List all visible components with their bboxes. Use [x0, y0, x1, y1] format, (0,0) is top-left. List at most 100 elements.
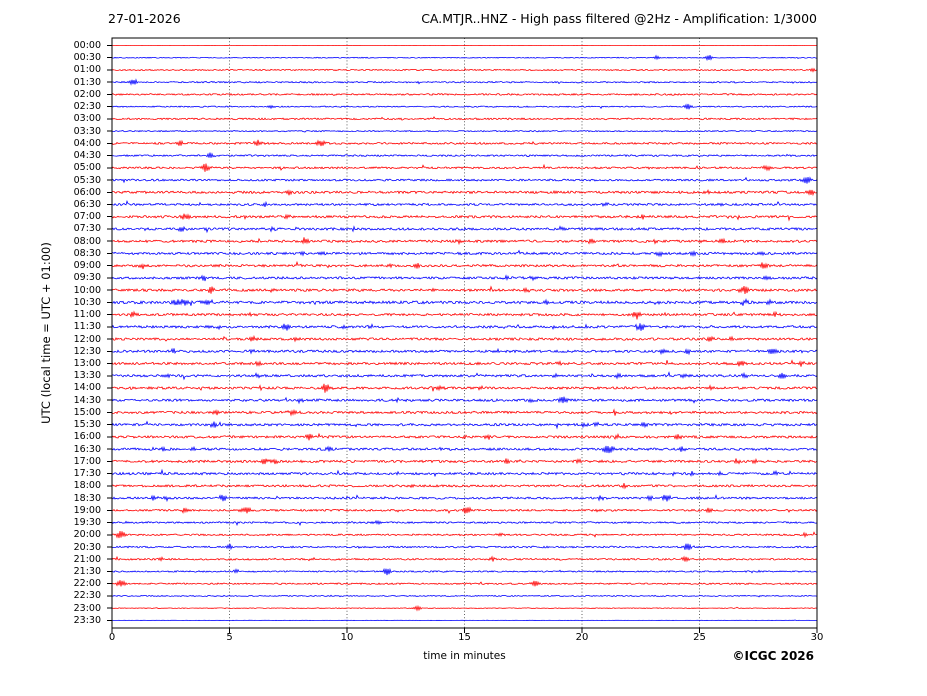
y-tick-label-05:30: 05:30: [73, 174, 101, 186]
y-tick-label-17:00: 17:00: [73, 455, 101, 467]
trace-01:30: [111, 78, 818, 86]
y-tick-label-18:30: 18:30: [73, 492, 101, 504]
x-axis-label: time in minutes: [423, 650, 506, 662]
y-tick-label-21:30: 21:30: [73, 565, 101, 577]
y-tick-label-22:30: 22:30: [73, 590, 101, 602]
y-tick-label-08:30: 08:30: [73, 247, 101, 259]
trace-01:00: [111, 67, 818, 73]
trace-13:30: [111, 371, 818, 381]
trace-09:30: [111, 274, 818, 282]
plot-title: CA.MTJR..HNZ - High pass filtered @2Hz -…: [421, 11, 817, 26]
trace-22:30: [111, 594, 818, 598]
trace-22:00: [111, 579, 818, 587]
trace-21:30: [111, 567, 817, 576]
trace-15:00: [111, 408, 818, 417]
trace-17:30: [111, 468, 818, 478]
y-tick-label-14:00: 14:00: [73, 382, 101, 394]
y-tick-label-09:00: 09:00: [73, 260, 101, 272]
y-tick-label-06:00: 06:00: [73, 186, 101, 198]
trace-12:30: [111, 347, 818, 356]
y-tick-label-19:00: 19:00: [73, 504, 101, 516]
y-tick-label-12:00: 12:00: [73, 333, 101, 345]
trace-20:30: [111, 543, 818, 551]
x-tick-label-5: 5: [226, 632, 233, 643]
trace-03:00: [111, 116, 818, 121]
y-tick-label-16:30: 16:30: [73, 443, 101, 455]
plot-border: [111, 37, 818, 629]
trace-02:00: [111, 92, 818, 97]
trace-08:30: [112, 249, 818, 258]
x-tick-label-20: 20: [575, 632, 589, 643]
y-axis-label: UTC (local time = UTC + 01:00): [39, 242, 53, 424]
trace-20:00: [111, 531, 817, 539]
y-tick-label-11:00: 11:00: [73, 309, 101, 321]
y-tick-label-11:30: 11:30: [73, 321, 101, 333]
trace-09:00: [111, 260, 818, 270]
y-tick-label-05:00: 05:00: [73, 162, 101, 174]
y-tick-label-03:30: 03:30: [73, 125, 101, 137]
y-tick-label-23:00: 23:00: [73, 602, 101, 614]
x-tick-label-0: 0: [108, 632, 116, 643]
y-tick-label-03:00: 03:00: [73, 113, 101, 125]
y-tick-label-12:30: 12:30: [73, 345, 101, 357]
trace-05:30: [111, 176, 818, 184]
y-tick-label-18:00: 18:00: [73, 480, 101, 492]
y-tick-label-10:00: 10:00: [73, 284, 101, 296]
trace-10:00: [111, 285, 818, 294]
y-tick-label-14:30: 14:30: [73, 394, 101, 406]
trace-03:30: [111, 130, 818, 133]
y-tick-label-07:30: 07:30: [73, 223, 101, 235]
y-tick-label-16:00: 16:00: [73, 431, 101, 443]
trace-16:30: [111, 445, 818, 454]
y-tick-label-15:30: 15:30: [73, 419, 101, 431]
trace-18:00: [111, 483, 818, 490]
y-tick-label-13:00: 13:00: [73, 358, 101, 370]
y-tick-label-22:00: 22:00: [73, 578, 101, 590]
trace-02:30: [111, 103, 818, 110]
trace-00:30: [112, 54, 817, 62]
y-tick-label-21:00: 21:00: [73, 553, 101, 565]
y-tick-label-10:30: 10:30: [73, 296, 101, 308]
trace-19:00: [111, 506, 818, 514]
x-tick-label-15: 15: [458, 632, 471, 643]
y-tick-label-06:30: 06:30: [73, 199, 101, 211]
y-tick-label-08:00: 08:00: [73, 235, 101, 247]
trace-18:30: [111, 494, 818, 503]
y-tick-label-04:00: 04:00: [73, 137, 101, 149]
y-tick-label-19:30: 19:30: [73, 517, 101, 529]
y-tick-label-17:30: 17:30: [73, 468, 101, 480]
trace-16:00: [111, 432, 818, 441]
trace-11:30: [111, 323, 818, 332]
trace-14:30: [111, 396, 818, 405]
trace-05:00: [111, 163, 818, 172]
y-tick-label-02:00: 02:00: [73, 88, 101, 100]
trace-07:30: [111, 225, 818, 234]
y-tick-label-07:00: 07:00: [73, 211, 101, 223]
trace-14:00: [111, 383, 818, 393]
copyright-text: ©ICGC 2026: [732, 649, 814, 663]
y-tick-label-09:30: 09:30: [73, 272, 101, 284]
trace-06:30: [111, 199, 817, 208]
trace-04:30: [112, 152, 818, 158]
trace-06:00: [111, 188, 818, 197]
y-tick-label-00:30: 00:30: [73, 52, 101, 64]
y-tick-label-01:30: 01:30: [73, 76, 101, 88]
trace-04:00: [111, 139, 817, 147]
y-tick-label-13:30: 13:30: [73, 370, 101, 382]
y-tick-label-20:00: 20:00: [73, 529, 101, 541]
trace-19:30: [111, 519, 818, 527]
x-tick-label-10: 10: [340, 632, 354, 643]
y-tick-label-23:30: 23:30: [73, 614, 101, 626]
trace-15:30: [111, 420, 818, 430]
trace-23:30: [111, 619, 817, 622]
y-tick-label-02:30: 02:30: [73, 101, 101, 113]
helicorder-plot: [107, 37, 818, 633]
y-tick-label-04:30: 04:30: [73, 150, 101, 162]
trace-17:00: [111, 458, 818, 465]
trace-07:00: [111, 213, 818, 222]
trace-08:00: [111, 237, 818, 246]
x-tick-label-25: 25: [693, 632, 706, 643]
x-tick-label-30: 30: [810, 632, 824, 643]
trace-10:30: [111, 297, 818, 306]
